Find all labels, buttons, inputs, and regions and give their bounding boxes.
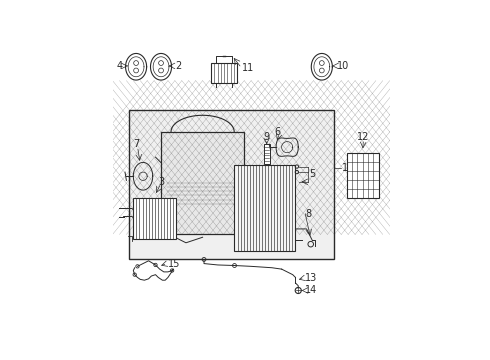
Text: 11: 11 — [242, 63, 254, 73]
Text: 13: 13 — [305, 273, 318, 283]
Bar — [211, 63, 237, 84]
Text: 3: 3 — [158, 177, 164, 187]
Text: 1: 1 — [342, 163, 348, 173]
Bar — [235, 165, 295, 251]
Bar — [133, 198, 176, 239]
Bar — [161, 132, 244, 234]
Text: 7: 7 — [133, 139, 139, 149]
Bar — [347, 153, 379, 198]
Text: 2: 2 — [176, 61, 182, 71]
Bar — [264, 144, 270, 164]
Text: 8: 8 — [305, 209, 311, 219]
Text: 4: 4 — [117, 61, 123, 71]
Text: 6: 6 — [274, 127, 280, 137]
Text: 12: 12 — [357, 132, 369, 143]
Bar — [129, 110, 334, 260]
Text: 5: 5 — [309, 169, 316, 179]
Text: 14: 14 — [305, 285, 318, 296]
Text: 10: 10 — [337, 61, 349, 71]
Text: 9: 9 — [264, 132, 270, 143]
Text: 15: 15 — [168, 258, 180, 269]
